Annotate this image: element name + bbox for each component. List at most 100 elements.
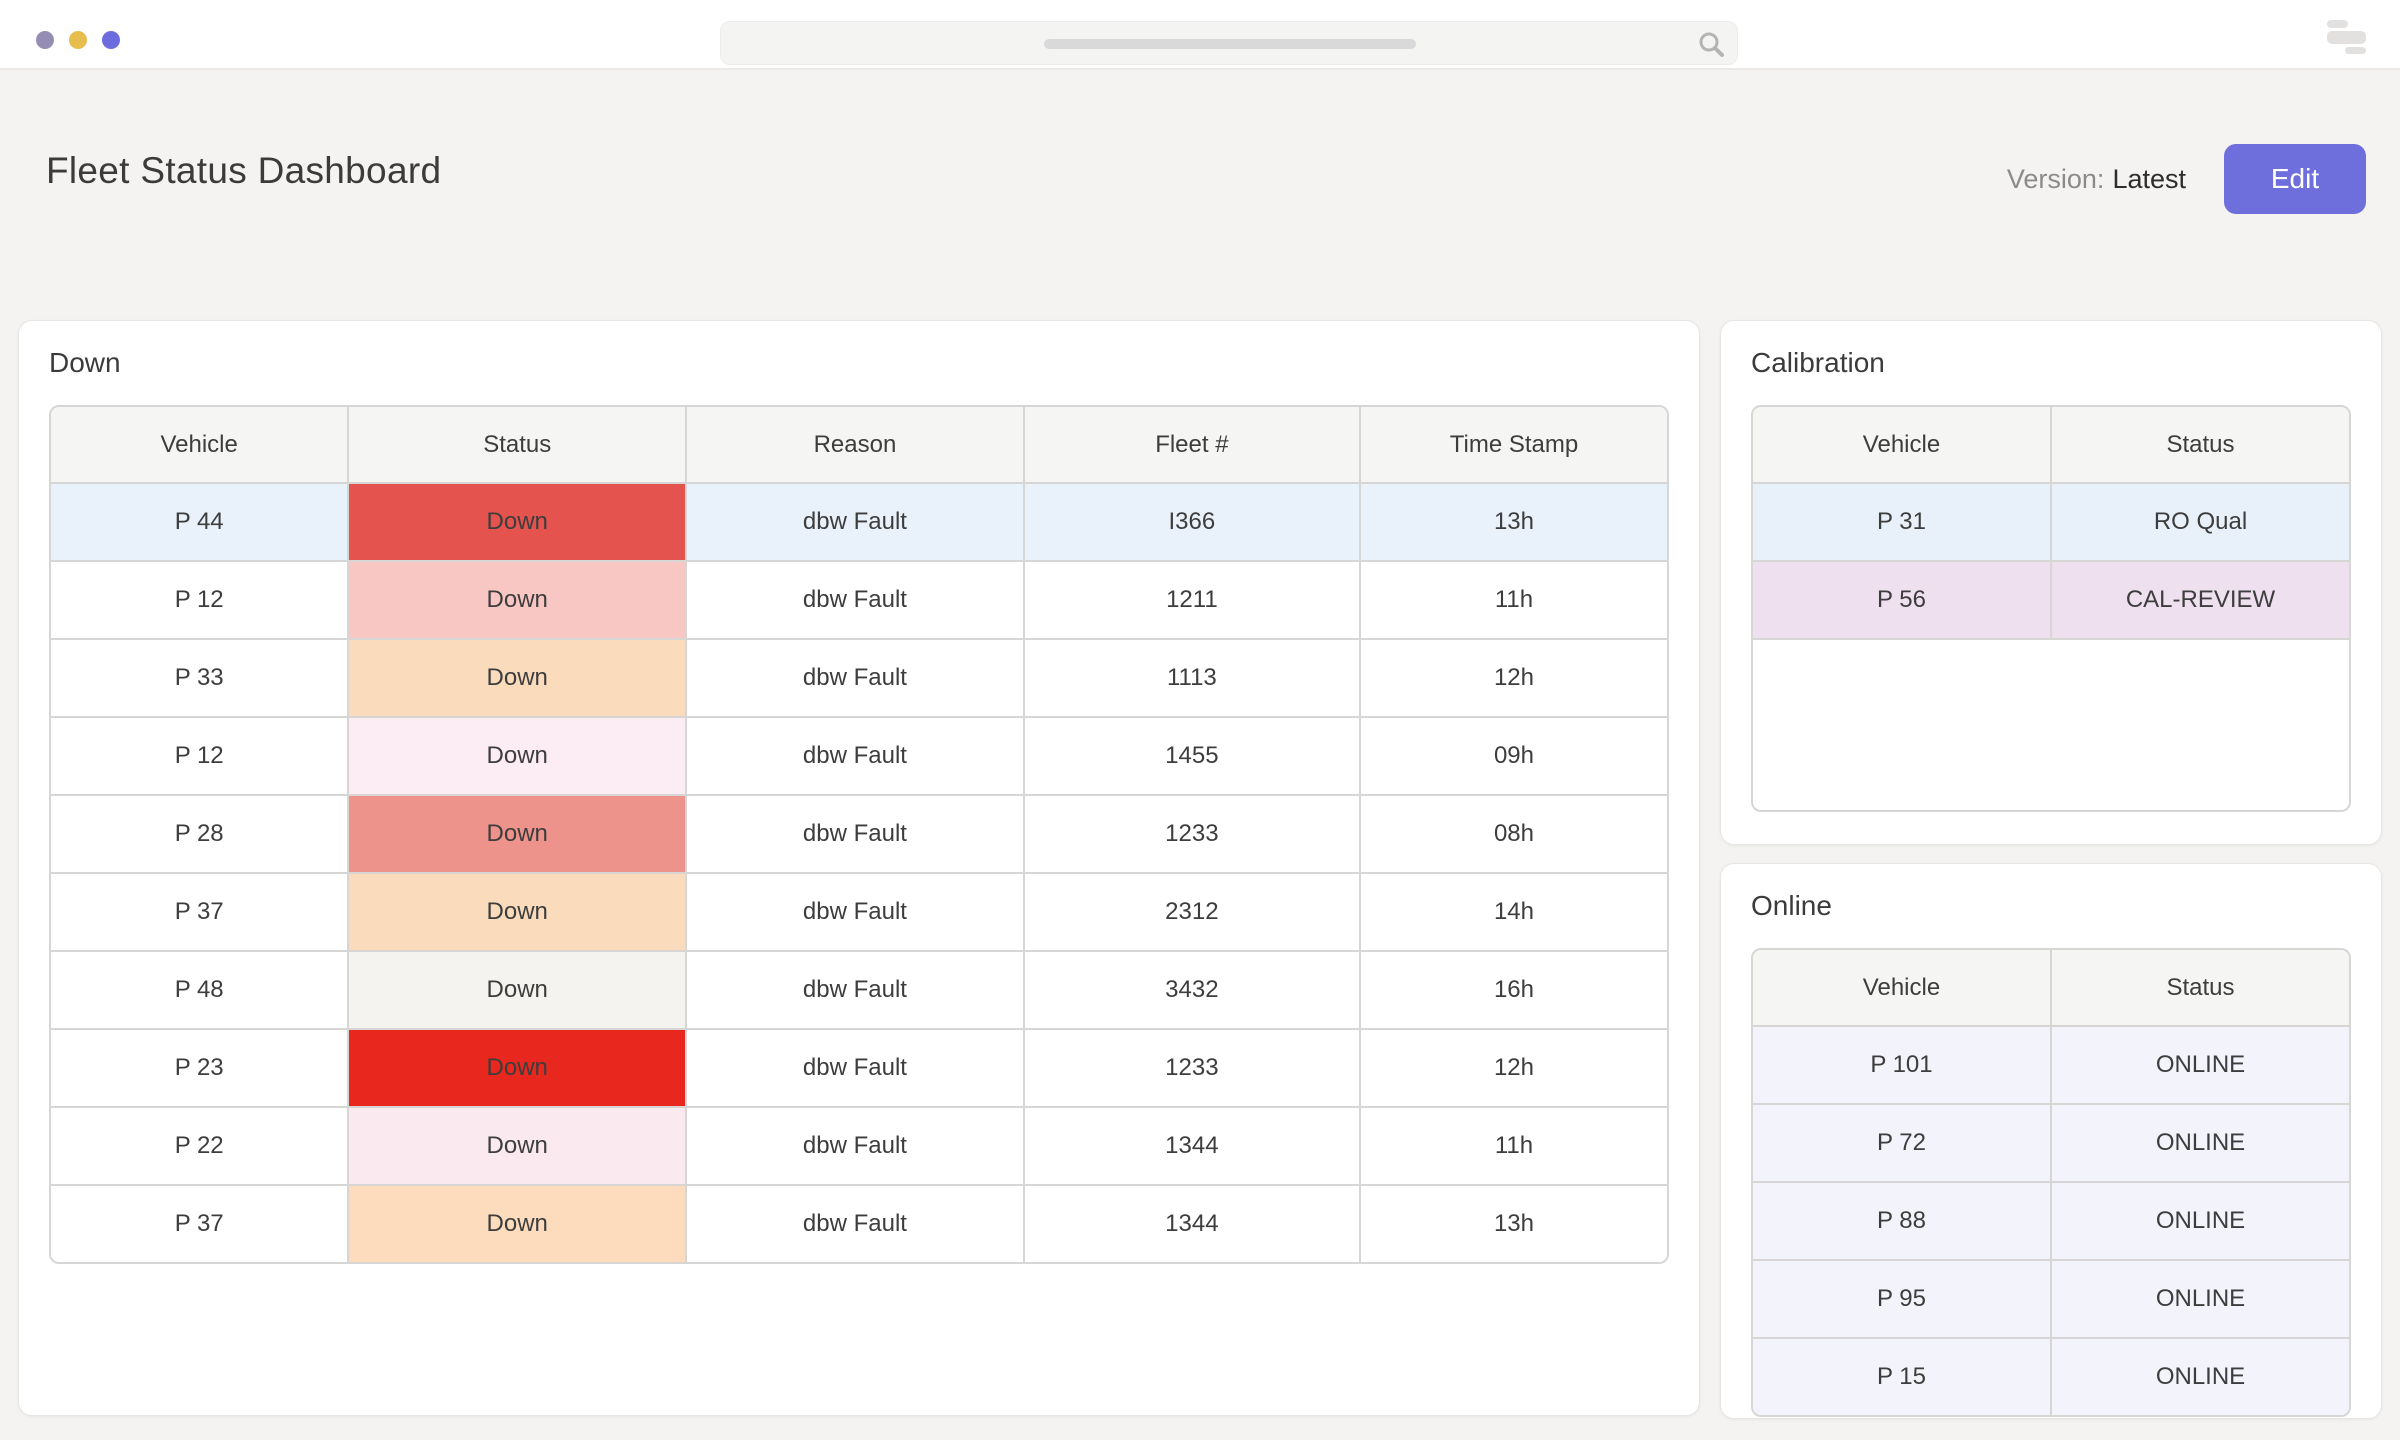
menu-icon-bar <box>2327 31 2366 44</box>
table-row: P 12 Down dbw Fault 1211 11h <box>51 561 1667 640</box>
vehicle-cell: P 12 <box>51 717 350 796</box>
table-row: P 33 Down dbw Fault 1113 12h <box>51 639 1667 718</box>
vehicle-cell: P 88 <box>1753 1182 2052 1261</box>
menu-icon-bar <box>2345 47 2366 54</box>
fleet-cell: 1344 <box>1023 1107 1361 1186</box>
fleet-cell: 1455 <box>1023 717 1361 796</box>
vehicle-cell: P 31 <box>1753 483 2052 562</box>
column-header-status: Status <box>2051 407 2349 484</box>
table-row: P 48 Down dbw Fault 3432 16h <box>51 951 1667 1030</box>
status-cell: Down <box>348 483 688 562</box>
status-cell: Down <box>348 1107 688 1186</box>
table-row: P 31 RO Qual <box>1753 483 2349 562</box>
table-row: P 37 Down dbw Fault 1344 13h <box>51 1185 1667 1262</box>
vehicle-cell: P 37 <box>51 1185 350 1262</box>
table-row: P 28 Down dbw Fault 1233 08h <box>51 795 1667 874</box>
menu-icon[interactable] <box>2327 20 2367 54</box>
vehicle-cell: P 15 <box>1753 1338 2052 1415</box>
vehicle-cell: P 48 <box>51 951 350 1030</box>
table-row: P 37 Down dbw Fault 2312 14h <box>51 873 1667 952</box>
column-header-status: Status <box>2051 950 2349 1027</box>
timestamp-cell: 14h <box>1359 873 1667 952</box>
reason-cell: dbw Fault <box>686 1185 1025 1262</box>
online-panel: Online Vehicle Status P 101 ONLINE P 72 … <box>1720 863 2382 1419</box>
table-row: P 56 CAL-REVIEW <box>1753 561 2349 640</box>
timestamp-cell: 08h <box>1359 795 1667 874</box>
table-row: P 95 ONLINE <box>1753 1260 2349 1339</box>
fleet-cell: 1113 <box>1023 639 1361 718</box>
table-row: P 44 Down dbw Fault I366 13h <box>51 483 1667 562</box>
fleet-cell: 1233 <box>1023 795 1361 874</box>
reason-cell: dbw Fault <box>686 1029 1025 1108</box>
panel-title-online: Online <box>1751 890 1832 921</box>
table-row: P 23 Down dbw Fault 1233 12h <box>51 1029 1667 1108</box>
status-cell: ONLINE <box>2051 1182 2349 1261</box>
reason-cell: dbw Fault <box>686 795 1025 874</box>
column-header-timestamp: Time Stamp <box>1359 407 1667 484</box>
fleet-cell: 2312 <box>1023 873 1361 952</box>
calibration-table: Vehicle Status P 31 RO Qual P 56 CAL-REV… <box>1751 405 2351 812</box>
table-row: P 12 Down dbw Fault 1455 09h <box>51 717 1667 796</box>
vehicle-cell: P 28 <box>51 795 350 874</box>
vehicle-cell: P 44 <box>51 483 350 562</box>
vehicle-cell: P 12 <box>51 561 350 640</box>
search-input[interactable] <box>731 22 1675 66</box>
status-cell: Down <box>348 561 688 640</box>
vehicle-cell: P 37 <box>51 873 350 952</box>
timestamp-cell: 13h <box>1359 483 1667 562</box>
timestamp-cell: 12h <box>1359 639 1667 718</box>
column-header-vehicle: Vehicle <box>1753 950 2052 1027</box>
search-icon[interactable] <box>1697 30 1725 58</box>
status-cell: Down <box>348 951 688 1030</box>
status-cell: Down <box>348 639 688 718</box>
column-header-vehicle: Vehicle <box>1753 407 2052 484</box>
reason-cell: dbw Fault <box>686 639 1025 718</box>
column-header-status: Status <box>348 407 688 484</box>
panel-title-calibration: Calibration <box>1751 347 1885 378</box>
status-cell: ONLINE <box>2051 1104 2349 1183</box>
table-row: P 15 ONLINE <box>1753 1338 2349 1415</box>
window-dot-purple[interactable] <box>36 31 54 49</box>
vehicle-cell: P 22 <box>51 1107 350 1186</box>
status-cell: RO Qual <box>2051 483 2349 562</box>
reason-cell: dbw Fault <box>686 717 1025 796</box>
table-row: P 72 ONLINE <box>1753 1104 2349 1183</box>
fleet-cell: 1233 <box>1023 1029 1361 1108</box>
panel-title-down: Down <box>49 347 121 378</box>
vehicle-cell: P 95 <box>1753 1260 2052 1339</box>
reason-cell: dbw Fault <box>686 483 1025 562</box>
timestamp-cell: 09h <box>1359 717 1667 796</box>
table-row: P 88 ONLINE <box>1753 1182 2349 1261</box>
status-cell: Down <box>348 873 688 952</box>
version-value: Latest <box>2112 163 2186 194</box>
down-table: Vehicle Status Reason Fleet # Time Stamp… <box>49 405 1669 1264</box>
reason-cell: dbw Fault <box>686 873 1025 952</box>
column-header-fleet: Fleet # <box>1023 407 1361 484</box>
status-cell: ONLINE <box>2051 1260 2349 1339</box>
status-cell: Down <box>348 1185 688 1262</box>
reason-cell: dbw Fault <box>686 561 1025 640</box>
window-topbar <box>0 0 2400 70</box>
column-header-vehicle: Vehicle <box>51 407 350 484</box>
status-cell: Down <box>348 1029 688 1108</box>
table-row: P 101 ONLINE <box>1753 1026 2349 1105</box>
window-controls <box>36 31 120 49</box>
online-table: Vehicle Status P 101 ONLINE P 72 ONLINE … <box>1751 948 2351 1417</box>
status-cell: CAL-REVIEW <box>2051 561 2349 640</box>
search-bar[interactable] <box>720 21 1738 66</box>
vehicle-cell: P 23 <box>51 1029 350 1108</box>
reason-cell: dbw Fault <box>686 951 1025 1030</box>
edit-button[interactable]: Edit <box>2224 144 2366 214</box>
timestamp-cell: 16h <box>1359 951 1667 1030</box>
table-header-row: Vehicle Status Reason Fleet # Time Stamp <box>51 407 1667 484</box>
fleet-cell: I366 <box>1023 483 1361 562</box>
fleet-cell: 1344 <box>1023 1185 1361 1262</box>
table-header-row: Vehicle Status <box>1753 407 2349 484</box>
window-dot-indigo[interactable] <box>102 31 120 49</box>
timestamp-cell: 11h <box>1359 1107 1667 1186</box>
vehicle-cell: P 56 <box>1753 561 2052 640</box>
status-cell: ONLINE <box>2155 1363 2246 1390</box>
window-dot-yellow[interactable] <box>69 31 87 49</box>
reason-cell: dbw Fault <box>686 1107 1025 1186</box>
status-cell: ONLINE <box>2051 1026 2349 1105</box>
